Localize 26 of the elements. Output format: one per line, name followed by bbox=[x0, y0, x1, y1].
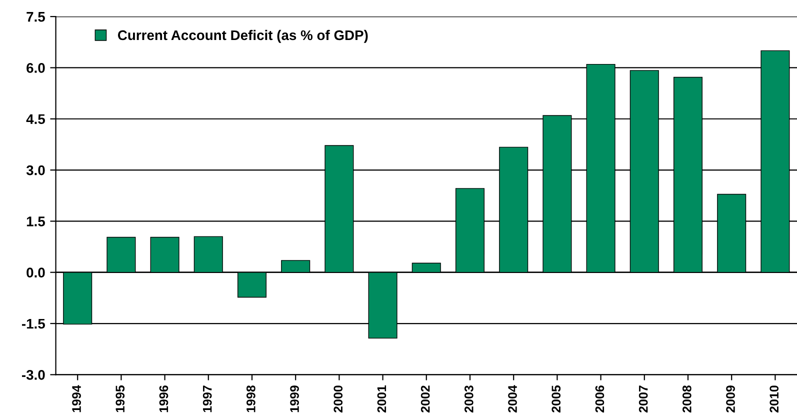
y-tick-label: 0.0 bbox=[26, 268, 45, 278]
x-tick-label: 2005 bbox=[552, 385, 561, 412]
y-tick-label: 3.0 bbox=[26, 165, 45, 176]
x-tick-label: 2001 bbox=[377, 385, 386, 412]
x-tick-label: 2008 bbox=[682, 385, 692, 412]
x-tick-label: 1999 bbox=[290, 386, 299, 412]
x-tick-label: 1995 bbox=[116, 385, 125, 412]
x-tick-label: 1996 bbox=[159, 386, 168, 412]
x-tick-label: 2007 bbox=[638, 386, 648, 412]
x-tick-label: 2004 bbox=[508, 385, 517, 412]
x-tick-label: 2002 bbox=[420, 386, 430, 412]
y-tick-label: 1.5 bbox=[26, 216, 45, 226]
x-tick-label: 2010 bbox=[770, 386, 779, 412]
x-tick-label: 1998 bbox=[246, 385, 256, 412]
x-tick-label: 2006 bbox=[595, 386, 604, 412]
y-tick-label: -3.0 bbox=[22, 370, 45, 380]
x-tick-label: 2000 bbox=[334, 386, 343, 412]
y-tick-label: 7.5 bbox=[26, 12, 45, 22]
legend-label: Current Account Deficit (as % of GDP) bbox=[118, 30, 368, 43]
x-tick-label: 2003 bbox=[464, 386, 474, 412]
x-tick-label: 1997 bbox=[202, 386, 212, 412]
y-tick-label: 6.0 bbox=[26, 63, 45, 73]
y-tick-label: -1.5 bbox=[22, 318, 45, 329]
x-tick-label: 2009 bbox=[726, 386, 735, 412]
y-tick-label: 4.5 bbox=[26, 114, 45, 124]
x-tick-label: 1994 bbox=[72, 385, 81, 412]
